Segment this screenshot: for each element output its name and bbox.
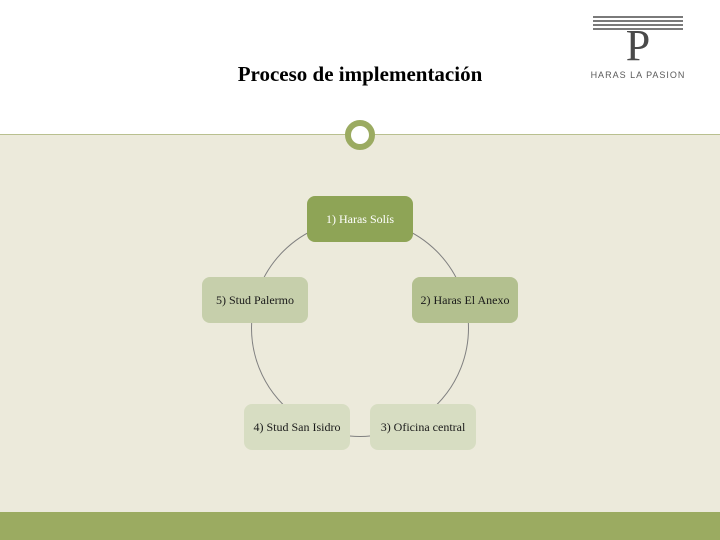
brand-logo: P HARAS LA PASION: [578, 14, 698, 92]
cycle-node-label: 5) Stud Palermo: [216, 293, 294, 308]
ring-marker-icon: [345, 120, 375, 150]
cycle-node-label: 4) Stud San Isidro: [254, 420, 341, 435]
cycle-node-1: 1) Haras Solís: [307, 196, 413, 242]
cycle-node-label: 1) Haras Solís: [326, 212, 394, 227]
cycle-node-4: 4) Stud San Isidro: [244, 404, 350, 450]
cycle-node-label: 2) Haras El Anexo: [421, 293, 510, 308]
cycle-node-5: 5) Stud Palermo: [202, 277, 308, 323]
logo-brand-text: HARAS LA PASION: [591, 70, 686, 80]
logo-letter: P: [626, 26, 650, 66]
cycle-node-label: 3) Oficina central: [381, 420, 466, 435]
footer-band: [0, 512, 720, 540]
cycle-node-2: 2) Haras El Anexo: [412, 277, 518, 323]
cycle-node-3: 3) Oficina central: [370, 404, 476, 450]
